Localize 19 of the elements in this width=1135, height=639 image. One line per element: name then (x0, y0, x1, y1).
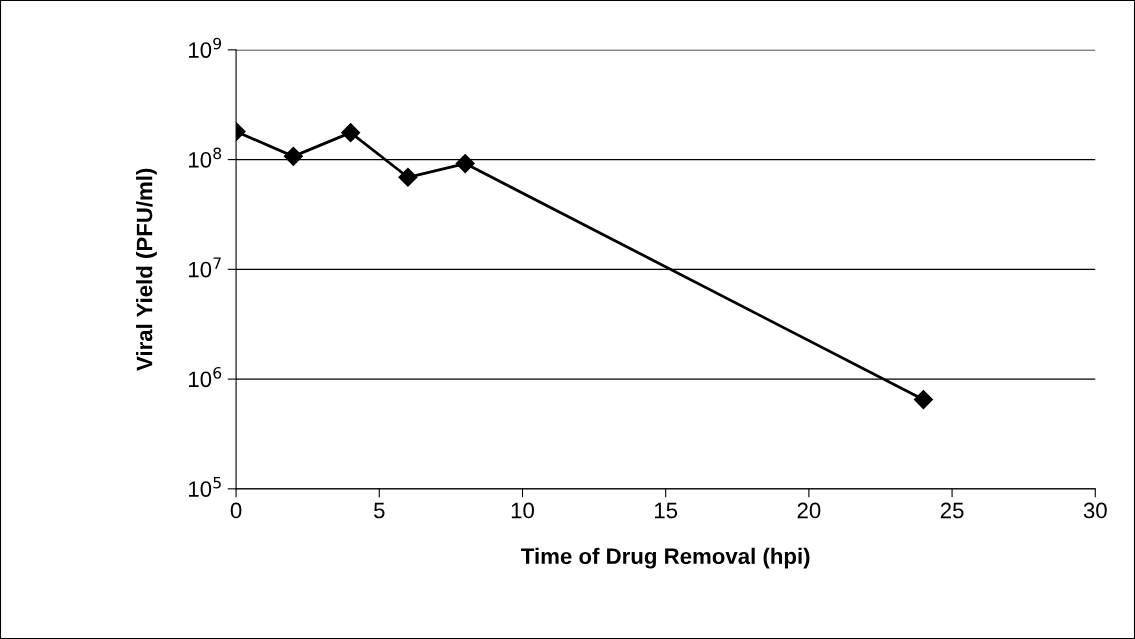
x-tick-label: 20 (797, 502, 821, 519)
x-tick-label: 30 (1083, 502, 1107, 519)
y-tick-label: 10$^{5}$ (189, 476, 221, 497)
y-tick-label: 10$^{9}$ (189, 37, 222, 58)
x-tick-label: 15 (655, 502, 678, 519)
x-tick-label: 5 (373, 502, 385, 519)
y-tick-label: 10$^{8}$ (189, 147, 222, 168)
y-tick-label: 10$^{7}$ (189, 257, 221, 278)
y-axis-title: Viral Yield (PFU/ml) (136, 168, 157, 371)
x-tick-label: 25 (940, 502, 964, 519)
point (398, 167, 418, 187)
point (455, 154, 475, 174)
x-axis-title: Time of Drug Removal (hpi) (521, 547, 810, 569)
point (283, 146, 303, 166)
point (913, 390, 933, 410)
x-tick-label: 10 (511, 502, 534, 519)
x-tick-label: 0 (230, 502, 242, 519)
y-tick-label: 10$^{6}$ (189, 366, 222, 388)
point (341, 123, 361, 143)
